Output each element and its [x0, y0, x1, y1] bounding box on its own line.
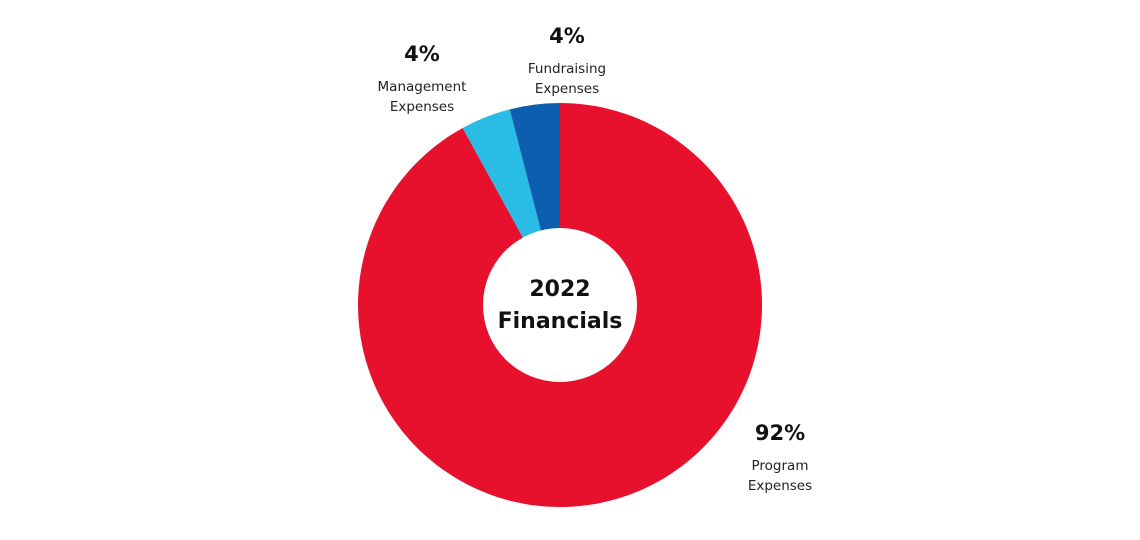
program-expenses-label-line-2: Expenses — [748, 478, 812, 494]
management-expenses-label-line-2: Expenses — [390, 99, 454, 115]
management-expenses-label-line-1: Management — [378, 79, 467, 95]
fundraising-expenses-label-line-1: Fundraising — [528, 61, 606, 77]
program-expenses-percent-label: 92% — [755, 421, 805, 445]
management-expenses-percent-label: 4% — [404, 42, 440, 66]
fundraising-expenses-label-line-2: Expenses — [535, 81, 599, 97]
donut-hole — [483, 228, 637, 382]
program-expenses-label-line-1: Program — [752, 458, 809, 474]
center-title-line-2: Financials — [498, 309, 623, 334]
center-title-line-1: 2022 — [529, 277, 590, 302]
fundraising-expenses-percent-label: 4% — [549, 24, 585, 48]
